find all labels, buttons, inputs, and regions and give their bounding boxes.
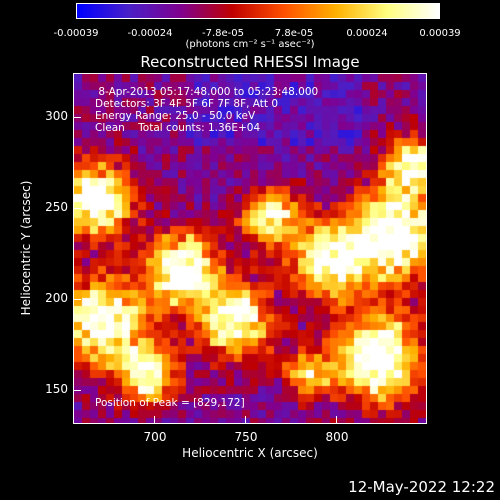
x-tick-mark <box>154 416 155 424</box>
colorbar-tick-label: -7.8e-05 <box>202 28 244 39</box>
y-tick-label: 300 <box>45 109 68 123</box>
y-tick-label: 150 <box>45 382 68 396</box>
x-tick-mark <box>245 416 246 424</box>
energy-range-text: Energy Range: 25.0 - 50.0 keV <box>95 110 256 122</box>
colorbar-tick-label: -0.00039 <box>53 28 99 39</box>
detectors-text: Detectors: 3F 4F 5F 6F 7F 8F, Att 0 <box>95 98 279 110</box>
y-tick-mark <box>73 117 81 118</box>
y-tick-mark <box>73 208 81 209</box>
colorbar-tick-label: -0.00024 <box>127 28 173 39</box>
x-tick-mark <box>336 416 337 424</box>
x-tick-label: 700 <box>143 430 167 444</box>
rhessi-image <box>74 74 426 423</box>
plot-title: Reconstructed RHESSI Image <box>140 53 360 71</box>
peak-position-text: Position of Peak = [829,172] <box>95 397 245 409</box>
x-tick-label: 800 <box>325 430 349 444</box>
y-tick-label: 250 <box>45 200 68 214</box>
y-axis-label: Heliocentric Y (arcsec) <box>19 180 33 316</box>
colorbar-gradient <box>77 4 439 18</box>
colorbar-tick-label: 7.8e-05 <box>274 28 314 39</box>
colorbar <box>76 3 440 19</box>
time-range-text: 8-Apr-2013 05:17:48.000 to 05:23:48.000 <box>95 86 319 98</box>
colorbar-tick-label: 0.00039 <box>419 28 461 39</box>
colorbar-tick-label: 0.00024 <box>346 28 388 39</box>
clean-counts-text: Clean Total counts: 1.36E+04 <box>95 122 261 134</box>
plot-date-stamp: 12-May-2022 12:22 <box>348 478 495 496</box>
y-tick-label: 200 <box>45 291 68 305</box>
colorbar-unit-label: (photons cm⁻² s⁻¹ asec⁻²) <box>185 39 315 50</box>
x-axis-label: Heliocentric X (arcsec) <box>182 446 318 460</box>
x-tick-label: 750 <box>234 430 258 444</box>
y-tick-mark <box>73 390 81 391</box>
image-plot <box>73 73 427 424</box>
y-tick-mark <box>73 299 81 300</box>
